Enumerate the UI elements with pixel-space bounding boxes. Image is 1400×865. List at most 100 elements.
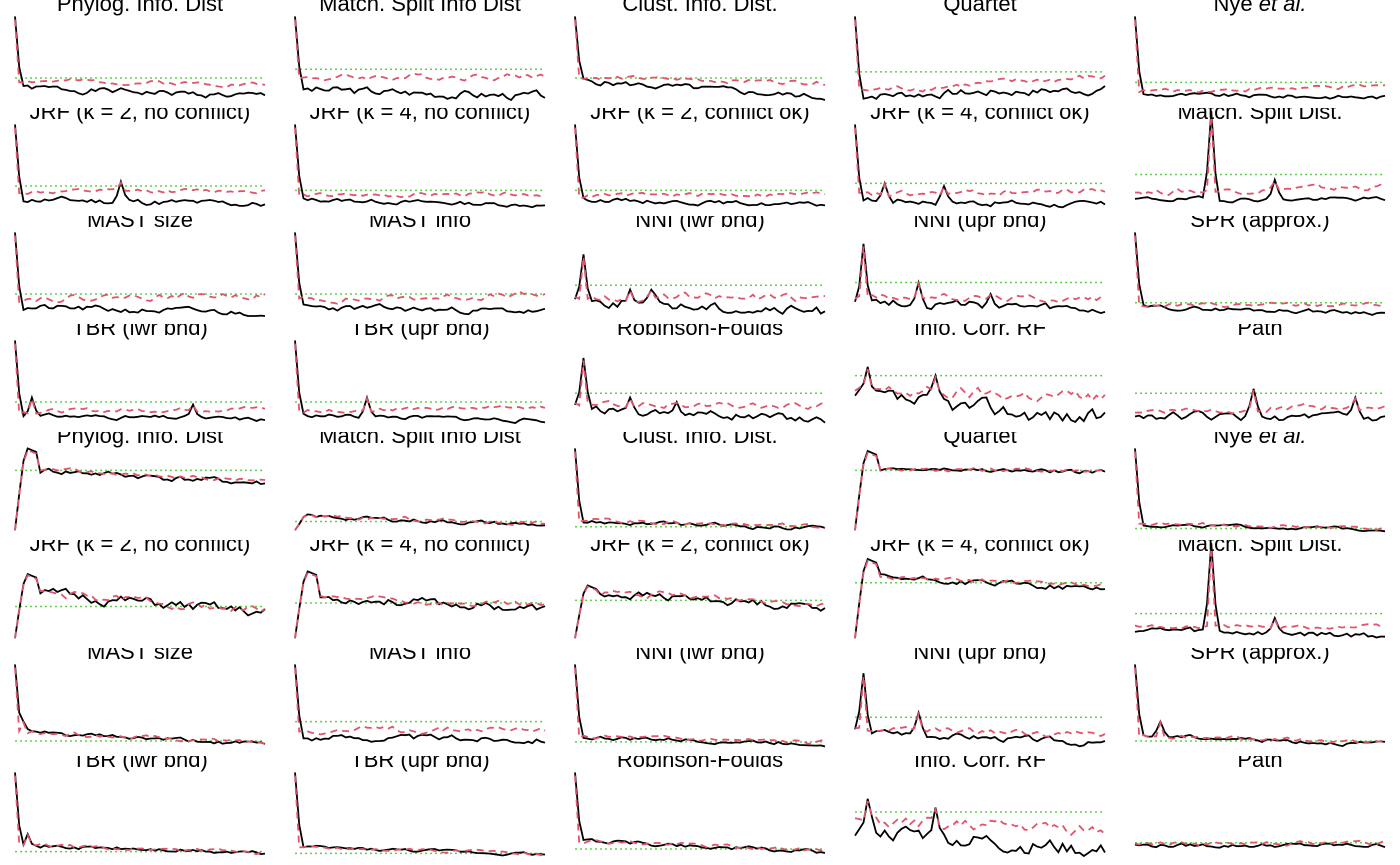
solid-series-line (294, 664, 546, 745)
panel-title: TBR (upr bnd) (350, 756, 490, 772)
panel-26: JRF (k = 2, no conflict) (0, 540, 280, 648)
panel-plot (1134, 839, 1386, 849)
solid-series-line (854, 557, 1106, 639)
panel-24: Quartet (840, 432, 1120, 540)
dashed-series-line (294, 667, 546, 736)
panel-3: Clust. Info. Dist. (560, 0, 840, 108)
panel-1: Phylog. Info. Dist (0, 0, 280, 108)
solid-series-line (14, 447, 266, 531)
dashed-series-line (854, 127, 1106, 198)
dashed-series-line (854, 246, 1106, 304)
panel-title: Robinson-Foulds (616, 324, 784, 340)
panel-title: MAST size (87, 648, 193, 664)
panel-10: Match. Split Dist. (1120, 108, 1400, 216)
panel-title: JRF (k = 4, no conflict) (309, 540, 531, 556)
dashed-series-line (574, 585, 826, 639)
dashed-series-line (574, 667, 826, 745)
panel-plot (14, 447, 266, 531)
dashed-series-line (14, 19, 266, 88)
panel-title: MAST info (368, 216, 472, 232)
dashed-series-line (294, 19, 546, 82)
panel-title: TBR (upr bnd) (350, 324, 490, 340)
panel-34: NNI (upr bnd) (840, 648, 1120, 756)
panel-13: NNI (lwr bnd) (560, 216, 840, 324)
solid-series-line (1134, 664, 1386, 748)
panel-title: Match. Split Dist. (1177, 540, 1343, 556)
dashed-series-line (574, 451, 826, 530)
panel-plot (14, 232, 266, 317)
panel-9: JRF (k = 4, conflict ok) (840, 108, 1120, 216)
solid-series-line (1134, 111, 1386, 204)
dashed-series-line (574, 127, 826, 199)
panel-8: JRF (k = 2, conflict ok) (560, 108, 840, 216)
solid-series-line (574, 584, 826, 639)
panel-title: JRF (k = 4, no conflict) (309, 108, 531, 124)
panel-title: JRF (k = 2, no conflict) (29, 108, 251, 124)
panel-plot (574, 357, 826, 424)
solid-series-line (14, 16, 266, 99)
panel-title: Match. Split Info Dist (319, 0, 521, 16)
panel-11: MAST size (0, 216, 280, 324)
panel-plot (574, 254, 826, 315)
solid-series-line (1134, 16, 1386, 100)
panel-title: JRF (k = 2, conflict ok) (590, 108, 810, 124)
dashed-series-line (854, 559, 1106, 639)
panel-19: Info. Corr. RF (840, 324, 1120, 432)
dashed-series-line (1134, 389, 1386, 415)
panel-title: SPR (approx.) (1190, 216, 1330, 232)
panel-21: Phylog. Info. Dist (0, 432, 280, 540)
panel-5: Nye et al. (1120, 0, 1400, 108)
panel-plot (294, 340, 546, 424)
solid-series-line (1134, 448, 1386, 533)
panel-title: JRF (k = 4, conflict ok) (870, 108, 1090, 124)
solid-series-line (574, 448, 826, 531)
solid-series-line (1134, 232, 1386, 316)
panel-title: Quartet (943, 0, 1017, 16)
dashed-series-line (14, 775, 266, 856)
panel-16: TBR (lwr bnd) (0, 324, 280, 432)
panel-title: Quartet (943, 432, 1017, 448)
solid-series-line (854, 673, 1106, 748)
panel-plot (14, 340, 266, 422)
solid-series-line (14, 232, 266, 317)
panel-20: Path (1120, 324, 1400, 432)
solid-series-line (574, 254, 826, 315)
panel-27: JRF (k = 4, no conflict) (280, 540, 560, 648)
panel-plot (14, 664, 266, 745)
solid-series-line (14, 124, 266, 207)
panel-title: TBR (lwr bnd) (72, 756, 208, 772)
panel-22: Match. Split Info Dist (280, 432, 560, 540)
panel-plot (294, 772, 546, 857)
dashed-series-line (14, 343, 266, 415)
panel-title: Path (1237, 756, 1283, 772)
panel-40: Path (1120, 756, 1400, 864)
panel-4: Quartet (840, 0, 1120, 108)
panel-17: TBR (upr bnd) (280, 324, 560, 432)
dashed-series-line (294, 775, 546, 857)
panel-plot (854, 366, 1106, 423)
dashed-series-line (1134, 667, 1386, 744)
solid-series-line (854, 798, 1106, 858)
panel-title: Info. Corr. RF (913, 756, 1047, 772)
panel-38: Robinson-Foulds (560, 756, 840, 864)
panel-title: JRF (k = 2, no conflict) (29, 540, 251, 556)
panel-plot (854, 449, 1106, 531)
panel-36: TBR (lwr bnd) (0, 756, 280, 864)
panel-39: Info. Corr. RF (840, 756, 1120, 864)
panel-title: MAST size (87, 216, 193, 232)
panel-30: Match. Split Dist. (1120, 540, 1400, 648)
dashed-series-line (854, 368, 1106, 403)
panel-title: Phylog. Info. Dist (56, 432, 224, 448)
dashed-series-line (14, 127, 266, 195)
dashed-series-line (574, 360, 826, 410)
solid-series-line (574, 124, 826, 207)
dashed-series-line (1134, 19, 1386, 94)
solid-series-line (14, 772, 266, 856)
panel-31: MAST size (0, 648, 280, 756)
panel-2: Match. Split Info Dist (280, 0, 560, 108)
solid-series-line (14, 664, 266, 745)
dashed-series-line (854, 451, 1106, 531)
panel-32: MAST info (280, 648, 560, 756)
panel-title: Match. Split Dist. (1177, 108, 1343, 124)
panel-title: Clust. Info. Dist. (622, 432, 778, 448)
